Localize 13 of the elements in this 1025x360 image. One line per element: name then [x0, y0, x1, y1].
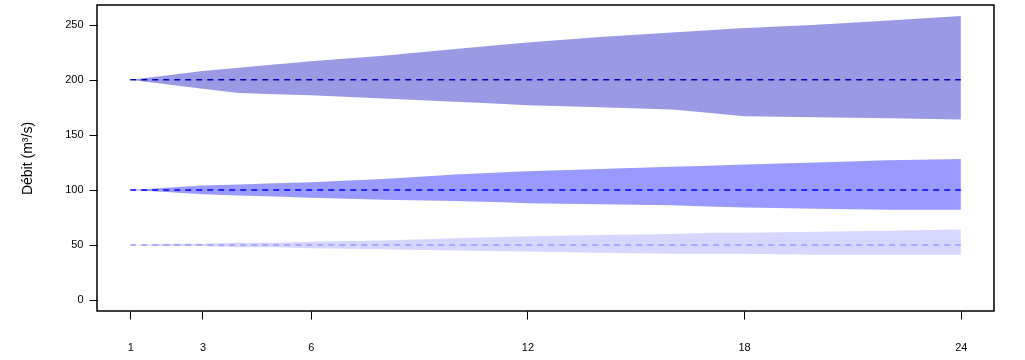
- x-tick-label: 1: [127, 340, 134, 353]
- x-tick-label: 18: [738, 340, 751, 353]
- x-tick-label: 3: [199, 340, 207, 353]
- y-tick-label: 100: [65, 183, 84, 196]
- y-tick-label: 0: [77, 293, 84, 306]
- y-tick-label: 150: [65, 128, 84, 141]
- y-axis-title: Débit (m³/s): [19, 121, 36, 196]
- x-tick-label: 24: [955, 340, 968, 353]
- x-tick-label: 6: [308, 340, 315, 353]
- x-tick-label: 12: [521, 340, 535, 353]
- y-tick-label: 200: [65, 73, 84, 86]
- y-tick-label: 250: [65, 18, 84, 31]
- y-tick-label: 50: [71, 238, 84, 251]
